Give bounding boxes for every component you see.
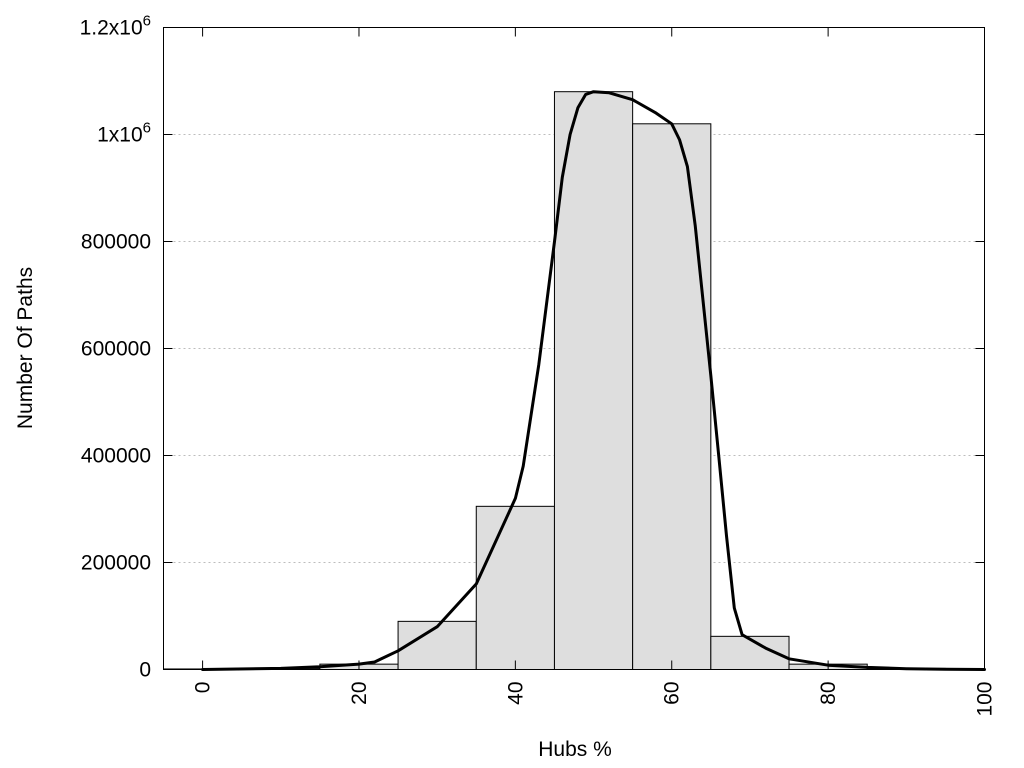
y-tick-label: 400000	[81, 445, 151, 468]
y-tick-label: 800000	[81, 231, 151, 254]
y-tick-exponent: 6	[143, 120, 151, 137]
x-axis-title: Hubs %	[538, 738, 612, 761]
x-axis-ticks: 0 20 40 60 80 100	[192, 27, 997, 717]
y-axis-ticks: 0 200000 400000 600000 800000 1x106 1.2x106	[80, 13, 985, 682]
x-tick-label: 40	[504, 682, 527, 705]
histogram-bar-3	[397, 620, 477, 670]
y-tick-label: 1.2x106	[80, 13, 151, 40]
histogram-bar-4	[475, 505, 555, 671]
histogram-bar-6	[632, 123, 712, 671]
x-tick-label: 0	[192, 682, 215, 694]
x-tick-label: 60	[661, 682, 684, 705]
y-tick-exponent: 6	[143, 13, 151, 30]
fit-curve	[201, 90, 986, 671]
x-tick-label: 100	[974, 682, 997, 717]
y-tick-label: 0	[139, 659, 151, 682]
y-tick-label: 600000	[81, 338, 151, 361]
y-axis-title: Number Of Paths	[14, 267, 37, 429]
y-tick-label: 1x106	[97, 120, 151, 147]
x-tick-label: 80	[817, 682, 840, 705]
y-tick-label: 200000	[81, 552, 151, 575]
x-tick-label: 20	[348, 682, 371, 705]
bars-layer	[163, 91, 986, 671]
histogram-bar-5	[553, 91, 634, 670]
curve-layer	[201, 90, 986, 671]
